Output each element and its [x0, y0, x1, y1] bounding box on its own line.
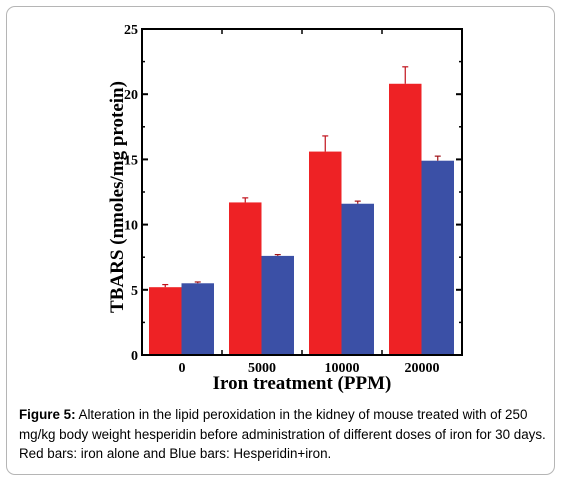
figure-caption: Figure 5: Alteration in the lipid peroxi… — [19, 405, 547, 464]
x-tick-label: 5000 — [248, 361, 276, 376]
bar — [389, 83, 422, 355]
x-axis-label: Iron treatment (PPM) — [213, 373, 392, 394]
y-tick-label: 5 — [131, 284, 138, 299]
bar — [149, 287, 182, 355]
caption-label: Figure 5: — [19, 407, 76, 422]
ticks-layer: 0 5 10 15 20 25 0 5000 10000 20000 — [124, 23, 462, 376]
caption-text: Alteration in the lipid peroxidation in … — [19, 407, 546, 461]
bar — [261, 255, 294, 355]
bar — [181, 283, 214, 355]
bar — [229, 202, 262, 355]
y-tick-label: 10 — [124, 219, 138, 234]
y-tick-label: 25 — [124, 23, 138, 38]
y-tick-label: 0 — [131, 349, 138, 364]
bars-layer — [149, 66, 454, 355]
bar — [309, 151, 342, 355]
y-tick-label: 15 — [124, 153, 138, 168]
x-tick-label: 0 — [179, 361, 186, 376]
x-tick-label: 10000 — [325, 361, 360, 376]
y-tick-label: 20 — [124, 88, 138, 103]
bar — [421, 160, 454, 355]
figure-frame — [6, 6, 555, 475]
bar — [341, 203, 374, 355]
x-tick-label: 20000 — [405, 361, 440, 376]
y-axis-label: TBARS (nmoles/mg protein) — [107, 81, 128, 313]
